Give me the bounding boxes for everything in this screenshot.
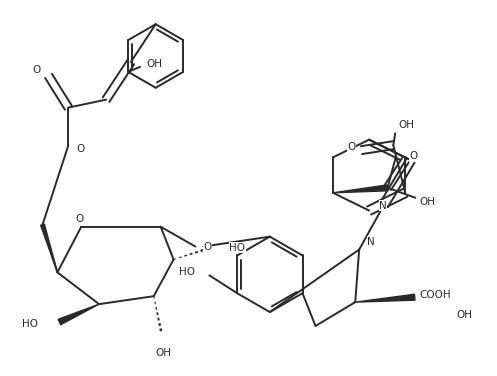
Text: HO: HO — [229, 243, 245, 253]
Text: OH: OH — [156, 348, 171, 358]
Text: OH: OH — [146, 59, 162, 69]
Text: O: O — [347, 142, 355, 152]
Polygon shape — [58, 304, 99, 325]
Polygon shape — [355, 294, 415, 302]
Text: N: N — [367, 237, 375, 247]
Text: O: O — [75, 214, 83, 224]
Text: HO: HO — [21, 319, 38, 329]
Text: N: N — [379, 200, 387, 211]
Text: O: O — [410, 151, 417, 161]
Text: O: O — [32, 65, 41, 75]
Text: O: O — [76, 144, 84, 154]
Text: HO: HO — [179, 267, 195, 277]
Text: OH: OH — [398, 120, 414, 130]
Polygon shape — [333, 185, 388, 193]
Text: OH: OH — [419, 197, 435, 207]
Text: O: O — [203, 241, 212, 252]
Polygon shape — [41, 224, 58, 272]
Text: COOH: COOH — [420, 290, 451, 300]
Text: OH: OH — [456, 310, 473, 320]
